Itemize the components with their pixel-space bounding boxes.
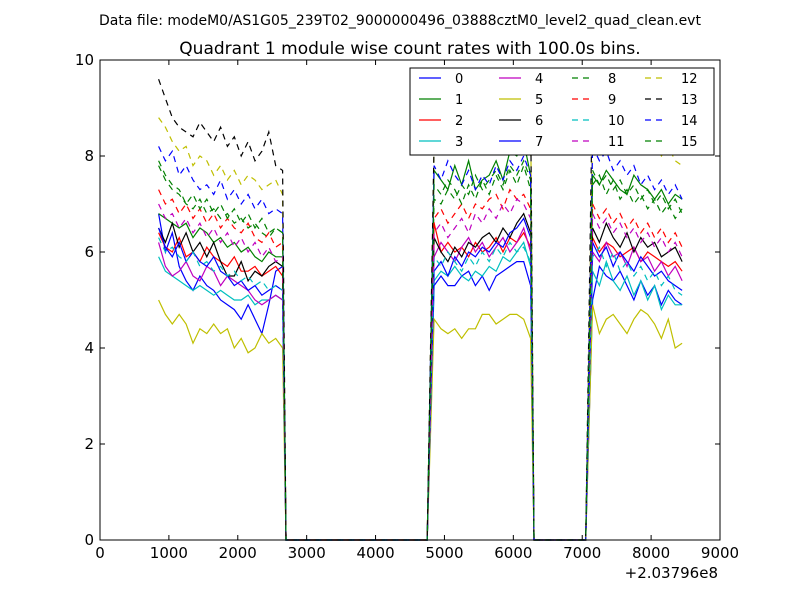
x-tick-label: 0 [95, 544, 105, 562]
legend-label-7: 7 [535, 135, 543, 150]
legend-frame [409, 67, 715, 156]
x-tick-label: 5000 [425, 544, 463, 562]
legend-label-14: 14 [681, 114, 698, 129]
series-line-10 [158, 237, 683, 541]
legend-label-0: 0 [455, 72, 463, 87]
axes-frame [99, 59, 721, 541]
legend-label-2: 2 [455, 114, 463, 129]
series-line-3 [158, 241, 683, 541]
x-tick-label: 4000 [356, 544, 394, 562]
series-line-5 [158, 299, 683, 541]
x-tick-label: 1000 [150, 544, 188, 562]
y-tick-label: 10 [75, 51, 94, 69]
figure-suptitle: Data file: modeM0/AS1G05_239T02_90000004… [99, 13, 701, 29]
series-line-6 [158, 212, 683, 541]
x-tick-label: 6000 [494, 544, 532, 562]
y-tick-label: 2 [84, 435, 94, 453]
legend-label-8: 8 [608, 72, 616, 87]
legend-label-10: 10 [608, 114, 625, 129]
x-tick-label: 7000 [563, 544, 601, 562]
legend-label-1: 1 [455, 93, 463, 108]
y-tick-label: 4 [84, 339, 94, 357]
x-tick-label: 9000 [701, 544, 739, 562]
x-axis-offset-label: +2.03796e8 [625, 564, 718, 582]
series-line-1 [158, 139, 683, 541]
legend-label-4: 4 [535, 72, 543, 87]
x-tick-label: 8000 [632, 544, 670, 562]
tick-layer: 0 1000 2000 3000 4000 5000 6000 7000 8000 9000 0 2 4… [75, 51, 739, 562]
y-tick-label: 8 [84, 147, 94, 165]
series-line-2 [158, 223, 683, 541]
legend-label-5: 5 [535, 93, 543, 108]
legend-label-12: 12 [681, 72, 698, 87]
legend-label-3: 3 [455, 135, 463, 150]
series-line-9 [158, 188, 683, 541]
legend-label-9: 9 [608, 93, 616, 108]
series-line-4 [158, 226, 683, 541]
y-tick-label: 0 [84, 531, 94, 549]
x-tick-label: 3000 [288, 544, 326, 562]
chart-title: Quadrant 1 module wise count rates with … [179, 39, 640, 59]
legend-label-13: 13 [681, 93, 698, 108]
y-tick-label: 6 [84, 243, 94, 261]
legend-label-11: 11 [608, 135, 625, 150]
x-tick-label: 2000 [219, 544, 257, 562]
plot-area: 0 1000 2000 3000 4000 5000 6000 7000 8000 9000 0 2 4… [75, 51, 739, 562]
series-line-15 [158, 160, 683, 541]
series-line-11 [158, 198, 683, 541]
legend-label-6: 6 [535, 114, 543, 129]
series-line-0 [158, 213, 683, 541]
series-layer [158, 74, 683, 541]
series-line-14 [158, 146, 683, 541]
legend-label-15: 15 [681, 135, 698, 150]
series-line-7 [158, 217, 683, 541]
